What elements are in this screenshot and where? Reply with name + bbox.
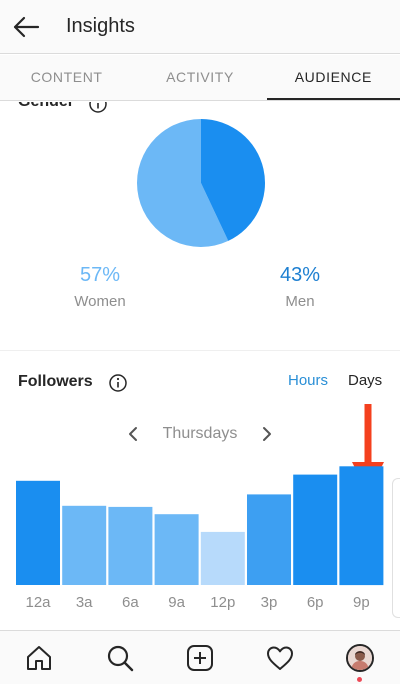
- pie-slice-women: [137, 119, 229, 247]
- tick-label-9a: 9a: [168, 594, 185, 611]
- nav-search[interactable]: [105, 643, 135, 673]
- profile-avatar[interactable]: [346, 644, 374, 672]
- insights-tabs: CONTENT ACTIVITY AUDIENCE: [0, 55, 400, 101]
- scroll-edge: [392, 478, 400, 618]
- next-day-button[interactable]: [256, 424, 276, 444]
- tick-label-9p: 9p: [353, 594, 370, 611]
- tab-audience[interactable]: AUDIENCE: [266, 55, 400, 100]
- tick-label-3p: 3p: [261, 594, 278, 611]
- section-divider: [0, 350, 400, 351]
- men-percent: 43%: [279, 264, 321, 286]
- home-icon: [27, 646, 51, 670]
- tab-activity[interactable]: ACTIVITY: [166, 69, 234, 85]
- bottom-nav: [0, 630, 400, 684]
- tick-label-6p: 6p: [307, 594, 324, 611]
- men-label: Men: [285, 293, 315, 310]
- gender-heading: Gender: [18, 102, 74, 111]
- tick-label-3a: 3a: [76, 594, 93, 611]
- bar-12a: [16, 480, 60, 585]
- avatar-image: [348, 646, 372, 670]
- chevron-left-icon: [129, 427, 137, 441]
- women-percent: 57%: [79, 264, 121, 286]
- gender-pie-chart: [137, 119, 266, 247]
- previous-day-button[interactable]: [124, 424, 144, 444]
- gender-section: Gender 57% Women 43% Men: [0, 102, 400, 350]
- chevron-right-icon: [263, 427, 271, 441]
- tick-label-12a: 12a: [25, 594, 51, 611]
- followers-bar-chart: 12a 3a 6a 9a 12p 3p 6p 9p: [16, 466, 384, 611]
- info-icon[interactable]: [88, 102, 108, 114]
- bar-9p: [339, 466, 384, 586]
- back-button[interactable]: [10, 10, 44, 44]
- heart-icon: [267, 646, 293, 670]
- notification-dot: [357, 677, 362, 682]
- day-selector-label: Thursdays: [162, 425, 238, 442]
- nav-activity[interactable]: [265, 643, 295, 673]
- bar-9a: [154, 514, 199, 585]
- back-arrow-icon: [13, 16, 40, 38]
- followers-heading: Followers: [18, 373, 93, 390]
- tab-content[interactable]: CONTENT: [30, 69, 103, 85]
- tick-label-6a: 6a: [122, 594, 139, 611]
- page-title: Insights: [66, 15, 135, 37]
- info-icon[interactable]: [108, 373, 128, 393]
- nav-new-post[interactable]: [185, 643, 215, 673]
- add-post-icon: [187, 645, 213, 671]
- days-toggle[interactable]: Days: [348, 372, 383, 389]
- pie-slice-men: [201, 119, 266, 241]
- bar-3p: [247, 494, 291, 585]
- tick-label-12p: 12p: [210, 594, 235, 611]
- hours-toggle[interactable]: Hours: [288, 372, 329, 389]
- bar-6p: [293, 474, 338, 585]
- top-bar: Insights: [0, 0, 400, 54]
- bar-6a: [108, 506, 153, 585]
- nav-home[interactable]: [24, 643, 54, 673]
- bar-12p: [200, 531, 245, 585]
- women-label: Women: [74, 293, 126, 310]
- search-icon: [107, 645, 134, 672]
- bar-3a: [62, 505, 107, 585]
